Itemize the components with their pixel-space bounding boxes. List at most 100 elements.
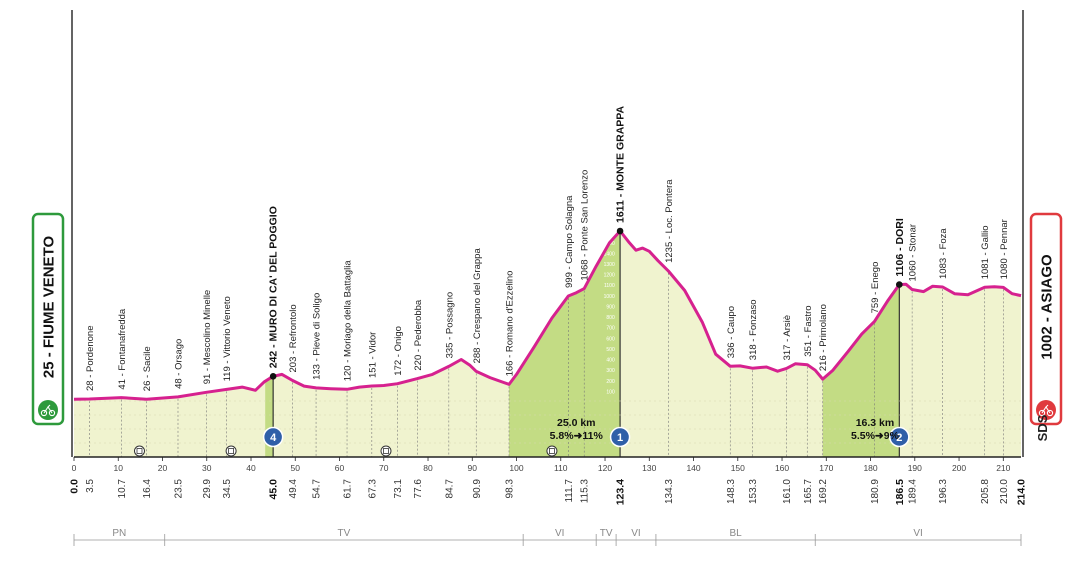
waypoint-name-label: 203 - Refrontolo bbox=[288, 304, 299, 372]
intermediate-sprint-icon-ring bbox=[133, 445, 145, 457]
endpoint-badges: 25 - FIUME VENETO 1002 - ASIAGO bbox=[31, 212, 1063, 426]
province-label: BL bbox=[729, 528, 742, 539]
cyclist-wheel bbox=[48, 409, 56, 417]
climb-length-label: 16.3 km bbox=[856, 417, 895, 429]
start-badge-frame bbox=[31, 212, 65, 426]
brand-layer: SDS bbox=[1035, 414, 1050, 441]
waypoint-name-label: 119 - Vittorio Veneto bbox=[222, 296, 233, 381]
altitude-scale-label: 800 bbox=[606, 315, 615, 321]
altitude-scale-label: 600 bbox=[606, 336, 615, 342]
start-badge: 25 - FIUME VENETO bbox=[31, 212, 65, 426]
cyclist-wheel bbox=[40, 409, 48, 417]
waypoint-km-label: 16.4 bbox=[142, 479, 153, 499]
x-tick-label: 30 bbox=[202, 463, 212, 473]
waypoint-km-label: 49.4 bbox=[288, 479, 299, 499]
waypoint-name-label: 317 - Arsiè bbox=[782, 315, 793, 360]
waypoint-km-label: 186.5 bbox=[894, 479, 906, 505]
waypoint-name-label: 26 - Sacile bbox=[142, 346, 153, 391]
province-label: VI bbox=[913, 528, 922, 539]
waypoint-name-label: 288 - Crespano del Grappa bbox=[472, 248, 483, 364]
waypoint-km-label: 148.3 bbox=[726, 479, 737, 504]
x-tick-label: 0 bbox=[72, 463, 77, 473]
waypoint-km-label: 134.3 bbox=[664, 479, 675, 504]
waypoint-name-label: 28 - Pordenone bbox=[85, 326, 96, 392]
waypoint-name-label: 41 - Fontanafredda bbox=[117, 308, 128, 390]
cyclist-frame bbox=[43, 404, 53, 414]
province-label: VI bbox=[555, 528, 564, 539]
intermediate-sprint-icon-glyph bbox=[228, 448, 234, 454]
waypoint-name-label: 335 - Possagno bbox=[444, 292, 455, 359]
waypoint-labels: 0.0 3.5 28 - Pordenone 10.7 41 - Fontanafred… bbox=[69, 105, 1028, 505]
waypoint-km-label: 84.7 bbox=[444, 479, 455, 499]
waypoint-name-label: 999 - Campo Solagna bbox=[564, 195, 575, 288]
waypoint-name-label: 1068 - Ponte San Lorenzo bbox=[580, 170, 591, 281]
waypoint-km-label: 3.5 bbox=[85, 479, 96, 493]
climb-area-3 bbox=[822, 284, 900, 457]
waypoint-km-label: 23.5 bbox=[174, 479, 185, 499]
cyclist-frame bbox=[1041, 404, 1051, 414]
waypoint-name-label: 172 - Onigo bbox=[393, 326, 404, 376]
climb-length-label: 25.0 km bbox=[557, 417, 596, 429]
climb-gradient-label: 5.8%➜11% bbox=[550, 430, 604, 442]
climb-category-2-icon: 2 bbox=[889, 426, 910, 448]
waypoint-km-label: 29.9 bbox=[202, 479, 213, 499]
waypoint-name-label: 242 - MURO DI CA' DEL POGGIO bbox=[268, 206, 280, 368]
x-tick-label: 60 bbox=[335, 463, 345, 473]
intermediate-sprint-icon-glyph bbox=[136, 448, 143, 454]
waypoint-km-label: 111.7 bbox=[564, 479, 575, 503]
markers-layer: 4 1 25.0 km5.8%➜11% 216.3 km5.5%➜9% bbox=[133, 417, 910, 457]
waypoint-name-label: 1080 - Pennar bbox=[999, 219, 1010, 279]
x-tick-label: 160 bbox=[775, 463, 789, 473]
climb-category-4-icon: 4 bbox=[262, 426, 284, 448]
bonus-sprint-icon-ring bbox=[546, 445, 558, 457]
x-tick-label: 70 bbox=[379, 463, 389, 473]
altitude-scale-label: 100 bbox=[606, 389, 615, 395]
profile-line-layer bbox=[71, 10, 1024, 457]
waypoint-name-label: 318 - Fonzaso bbox=[748, 299, 759, 360]
x-tick-label: 20 bbox=[158, 463, 168, 473]
altitude-scale-label: 400 bbox=[606, 358, 615, 364]
x-tick-label: 180 bbox=[863, 463, 877, 473]
x-tick-label: 210 bbox=[996, 463, 1010, 473]
intermediate-sprint-icon bbox=[133, 445, 145, 457]
waypoint-name-label: 220 - Pederobba bbox=[413, 299, 424, 370]
x-tick-label: 90 bbox=[468, 463, 478, 473]
x-tick-label: 40 bbox=[246, 463, 256, 473]
finish-badge-frame bbox=[1029, 212, 1063, 426]
waypoint-km-label: 34.5 bbox=[222, 479, 233, 499]
waypoint-name-label: 48 - Orsago bbox=[174, 339, 185, 389]
climb-badge-circle bbox=[609, 426, 631, 448]
waypoint-name-label: 120 - Moriago della Battaglia bbox=[343, 260, 354, 382]
altitude-scale-label: 900 bbox=[606, 304, 615, 310]
start-badge-label: 25 - FIUME VENETO bbox=[41, 236, 58, 379]
cyclist-icon bbox=[38, 400, 58, 420]
intermediate-sprint-icon-ring bbox=[225, 445, 237, 457]
waypoint-name-label: 1081 - Gallio bbox=[980, 225, 991, 279]
waypoint-km-label: 73.1 bbox=[393, 479, 404, 499]
x-tick-label: 110 bbox=[554, 463, 568, 473]
summit-dot bbox=[896, 281, 903, 288]
waypoint-name-label: 1235 - Loc. Pontera bbox=[664, 179, 675, 263]
summit-dot bbox=[269, 373, 277, 380]
intermediate-sprint-icon-ring bbox=[380, 445, 392, 457]
climb-rank-label: 1 bbox=[617, 432, 623, 444]
waypoint-km-label: 45.0 bbox=[268, 479, 280, 500]
bonus-sprint-icon bbox=[546, 445, 558, 457]
waypoint-km-label: 196.3 bbox=[938, 479, 949, 504]
province-label: TV bbox=[600, 528, 613, 539]
x-tick-label: 10 bbox=[114, 463, 124, 473]
intermediate-sprint-icon bbox=[225, 445, 237, 457]
waypoint-name-label: 151 - Vidor bbox=[367, 332, 378, 378]
waypoint-km-label: 161.0 bbox=[782, 479, 793, 504]
waypoint-km-label: 123.4 bbox=[615, 479, 627, 505]
intermediate-sprint-icon bbox=[380, 445, 392, 457]
province-label: TV bbox=[338, 528, 351, 539]
climb-rank-label: 2 bbox=[896, 432, 902, 444]
altitude-scale-label: 1400 bbox=[604, 251, 615, 257]
x-tick-label: 190 bbox=[908, 463, 922, 473]
waypoint-km-label: 165.7 bbox=[803, 479, 814, 504]
waypoint-name-label: 166 - Romano d'Ezzelino bbox=[505, 271, 516, 377]
summit-dot bbox=[616, 227, 624, 235]
